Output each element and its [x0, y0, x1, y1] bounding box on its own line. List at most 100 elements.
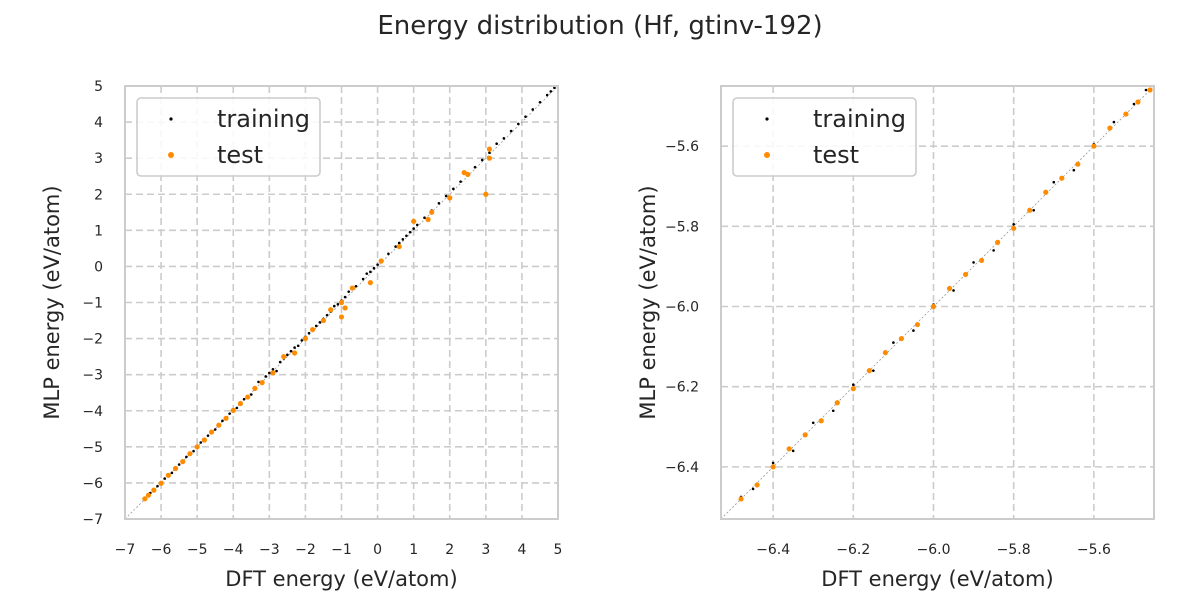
plot-frame [124, 85, 559, 520]
training-point [286, 353, 289, 357]
test-point [882, 350, 888, 356]
training-point [852, 383, 855, 386]
training-point [354, 284, 358, 288]
y-axis-label: MLP energy (eV/atom) [40, 185, 64, 419]
test-point [310, 326, 316, 333]
test-point [1011, 225, 1017, 231]
training-point [992, 249, 995, 252]
training-point [372, 266, 376, 270]
test-point [349, 285, 355, 291]
test-point [930, 303, 937, 310]
training-point [296, 344, 300, 348]
test-point [898, 335, 905, 342]
test-point [252, 385, 258, 391]
training-point [412, 227, 415, 230]
test-point [866, 368, 872, 374]
x-tick-label: −7 [115, 542, 136, 558]
test-point [946, 285, 953, 292]
test-point [378, 258, 384, 264]
training-point [228, 412, 231, 415]
training-point [221, 419, 224, 423]
y-tick-label: −6.4 [665, 460, 699, 476]
training-point [495, 142, 498, 146]
test-point [342, 305, 348, 311]
training-point [1032, 208, 1036, 212]
test-point [429, 209, 435, 215]
legend-training-label: training [813, 105, 906, 133]
figure-title: Energy distribution (Hf, gtinv-192) [377, 11, 822, 41]
training-point [408, 230, 412, 234]
training-point [369, 270, 372, 274]
training-point [332, 304, 336, 308]
y-tick-label: −7 [82, 512, 103, 528]
y-axis-label: MLP energy (eV/atom) [636, 185, 660, 419]
test-point [367, 280, 373, 286]
training-point [545, 93, 549, 97]
test-point [158, 480, 164, 486]
training-point [397, 241, 401, 245]
y-tick-label: −3 [82, 368, 103, 384]
test-point [259, 380, 265, 386]
test-point [291, 350, 298, 356]
y-tick-label: −2 [82, 332, 103, 348]
training-point [480, 158, 484, 162]
training-point [1112, 120, 1116, 124]
legend-box [732, 97, 917, 177]
training-point [268, 371, 271, 375]
test-point [1135, 99, 1141, 105]
training-point [376, 263, 379, 266]
test-point [1091, 143, 1097, 149]
x-tick-label: −4 [223, 542, 244, 558]
test-point [172, 465, 179, 472]
y-tick-label: 4 [94, 115, 103, 131]
training-point [771, 461, 775, 465]
x-tick-label: −5 [187, 542, 208, 558]
test-point [270, 370, 276, 376]
legend-test-label: test [813, 141, 859, 169]
training-point [293, 346, 296, 349]
training-point [394, 245, 397, 248]
training-point [437, 201, 441, 205]
test-point [1123, 111, 1129, 117]
training-point [289, 349, 293, 353]
training-point [1144, 88, 1148, 92]
legend: training test [732, 97, 917, 177]
training-point [831, 409, 835, 413]
x-tick-label: −5.8 [997, 542, 1031, 558]
training-point [912, 329, 915, 332]
test-points [142, 146, 493, 502]
training-point [213, 428, 217, 431]
y-tick-label: 5 [94, 79, 103, 95]
training-point [811, 421, 815, 425]
training-point [405, 234, 408, 238]
training-point [524, 115, 527, 118]
training-point [177, 463, 181, 466]
training-point [459, 180, 462, 183]
legend-test-label: test [217, 141, 263, 169]
training-point [1052, 180, 1056, 184]
training-points [143, 86, 556, 500]
training-point [264, 375, 268, 378]
test-point [850, 386, 856, 392]
training-point [488, 151, 491, 155]
test-point [447, 195, 453, 201]
test-point [1043, 189, 1049, 195]
test-point [483, 191, 489, 197]
y-tick-label: 2 [94, 187, 103, 203]
training-point [257, 380, 260, 384]
training-point [423, 216, 426, 220]
training-point [361, 277, 365, 281]
test-point [411, 218, 417, 224]
test-point [1075, 161, 1081, 167]
y-tick-label: −1 [82, 296, 103, 312]
x-tick-label: −5.6 [1077, 542, 1111, 558]
left-scatter-panel: −7 −6 −5 −4 −3 −2 −1 0 1 2 3 4 5 −7 −6 −5 −4 −3 −2 −1 0 1 2 3 4 5… [40, 79, 562, 591]
x-axis-label: DFT energy (eV/atom) [225, 567, 457, 591]
test-point [1059, 175, 1065, 181]
training-point [531, 108, 535, 111]
x-axis-label: DFT energy (eV/atom) [821, 567, 1053, 591]
right-scatter-panel: −6.4 −6.2 −6.0 −5.8 −5.6 −6.4 −6.2 −6.0 −5.8 −5.6… [636, 85, 1155, 591]
training-point [185, 455, 188, 459]
training-point [1072, 168, 1076, 172]
